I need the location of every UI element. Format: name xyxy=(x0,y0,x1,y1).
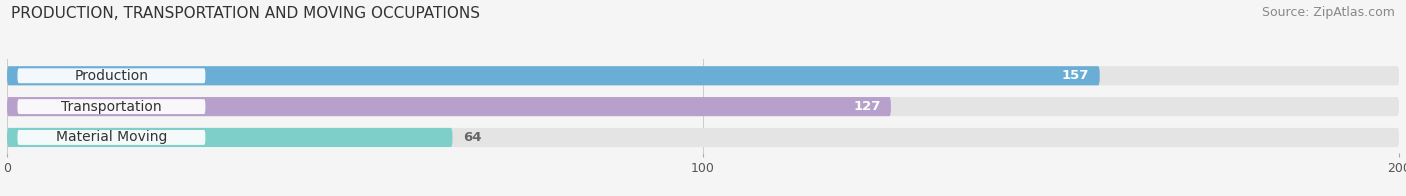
Text: Material Moving: Material Moving xyxy=(56,131,167,144)
FancyBboxPatch shape xyxy=(7,128,1399,147)
Text: PRODUCTION, TRANSPORTATION AND MOVING OCCUPATIONS: PRODUCTION, TRANSPORTATION AND MOVING OC… xyxy=(11,6,481,21)
FancyBboxPatch shape xyxy=(7,66,1099,85)
FancyBboxPatch shape xyxy=(17,130,205,145)
Text: Source: ZipAtlas.com: Source: ZipAtlas.com xyxy=(1261,6,1395,19)
FancyBboxPatch shape xyxy=(7,128,453,147)
Text: 64: 64 xyxy=(463,131,481,144)
Text: Transportation: Transportation xyxy=(60,100,162,114)
FancyBboxPatch shape xyxy=(7,97,1399,116)
Text: Production: Production xyxy=(75,69,149,83)
FancyBboxPatch shape xyxy=(17,68,205,83)
FancyBboxPatch shape xyxy=(7,66,1399,85)
Text: 157: 157 xyxy=(1062,69,1090,82)
Text: 127: 127 xyxy=(853,100,880,113)
FancyBboxPatch shape xyxy=(7,97,891,116)
FancyBboxPatch shape xyxy=(17,99,205,114)
